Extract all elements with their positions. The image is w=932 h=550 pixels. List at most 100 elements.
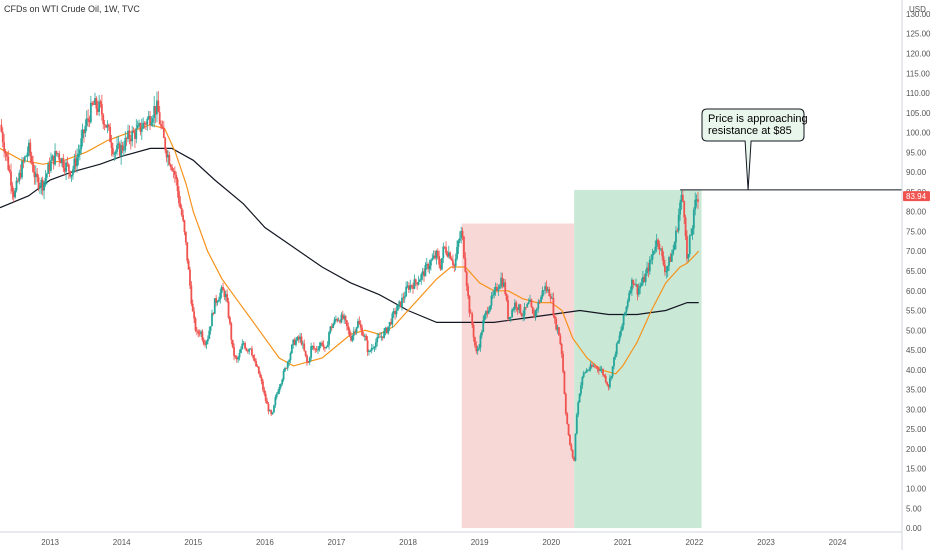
candle-body <box>417 281 420 285</box>
candle-body <box>680 194 683 203</box>
candle-body <box>165 150 168 158</box>
candle-body <box>230 323 233 340</box>
candle-body <box>149 115 151 126</box>
candle-body <box>545 286 548 291</box>
time-axis[interactable]: 2013 2014 2015 2016 2017 2018 2019 2020 2021 2022… <box>0 531 902 547</box>
candle-body <box>273 405 275 413</box>
candle-body <box>10 171 12 186</box>
candle-body <box>441 258 443 270</box>
candle-body <box>41 179 44 191</box>
candle-body <box>88 119 91 123</box>
candle-body <box>191 303 194 312</box>
candle-body <box>359 324 362 328</box>
candle-body <box>569 435 571 445</box>
candle-body <box>183 220 186 232</box>
candle-body <box>184 231 187 243</box>
candle-body <box>95 98 98 109</box>
candle-body <box>222 286 224 291</box>
candle-body <box>153 105 156 119</box>
candle-body <box>676 230 679 232</box>
candle-body <box>567 423 570 436</box>
price-tick-label: 100.00 <box>906 129 931 138</box>
candle-body <box>432 255 435 259</box>
candle-body <box>551 297 553 299</box>
price-tick-label: 125.00 <box>906 30 931 39</box>
candle-body <box>54 151 56 165</box>
candle-body <box>229 317 231 324</box>
candle-body <box>220 286 223 293</box>
price-axis[interactable]: USD 0.00 5.00 10.00 15.00 20.00 25.00 30.00 35.0… <box>901 0 931 550</box>
candle-body <box>617 340 620 344</box>
candle-body <box>245 348 248 351</box>
candle-body <box>542 290 545 291</box>
candle-body <box>694 199 697 210</box>
candle-body <box>563 371 566 394</box>
candle-body <box>394 311 397 315</box>
candle-body <box>430 260 432 266</box>
candle-body <box>537 301 540 309</box>
candle-body <box>314 348 317 350</box>
candle-body <box>643 276 646 282</box>
candle-body <box>102 114 105 125</box>
candle-body <box>384 327 387 331</box>
candle-body <box>322 344 325 347</box>
candle-body <box>427 263 430 270</box>
candle-body <box>659 248 662 250</box>
candle-body <box>285 368 288 369</box>
candle-body <box>540 296 542 303</box>
candle-body <box>406 285 409 288</box>
candle-body <box>288 360 291 363</box>
candle-body <box>7 156 10 170</box>
candle-body <box>475 345 478 352</box>
candle-body <box>452 260 454 265</box>
candle-body <box>340 314 343 323</box>
candle-body <box>610 376 613 379</box>
candle-body <box>81 129 84 139</box>
candle-body <box>677 214 680 231</box>
candle-body <box>36 173 39 178</box>
candle-body <box>248 348 251 352</box>
candle-body <box>527 302 530 304</box>
candle-body <box>169 164 172 167</box>
candle-body <box>337 320 340 322</box>
candle-body <box>194 318 197 331</box>
candle-body <box>259 373 262 378</box>
candle-body <box>219 292 222 300</box>
candle-body <box>522 315 525 317</box>
candle-body <box>263 389 266 394</box>
candle-body <box>182 215 184 221</box>
candle-body <box>326 344 329 348</box>
candle-body <box>62 158 65 169</box>
candle-body <box>402 297 405 299</box>
candle-body <box>328 332 330 345</box>
candle-body <box>267 403 270 412</box>
candle-body <box>370 347 373 351</box>
candle-body <box>135 128 138 139</box>
candle-body <box>48 163 51 171</box>
candle-body <box>533 313 536 319</box>
candle-body <box>412 286 414 289</box>
candle-body <box>600 369 603 371</box>
candle-body <box>584 372 586 374</box>
candle-body <box>80 138 83 150</box>
candle-body <box>237 357 240 360</box>
candle-body <box>447 252 450 257</box>
candle-body <box>383 330 385 338</box>
candle-body <box>300 336 303 345</box>
candle-body <box>308 357 311 363</box>
candle-body <box>619 331 622 336</box>
candle-body <box>242 343 245 344</box>
candle-body <box>468 295 471 313</box>
candle-body <box>205 341 208 345</box>
candle-body <box>56 153 59 155</box>
candle-body <box>688 235 691 255</box>
candle-body <box>83 129 85 134</box>
candle-body <box>335 318 337 320</box>
candle-body <box>317 349 319 351</box>
candle-body <box>442 246 445 259</box>
candle-body <box>603 374 606 376</box>
candle-body <box>197 331 200 334</box>
candle-body <box>110 142 113 149</box>
